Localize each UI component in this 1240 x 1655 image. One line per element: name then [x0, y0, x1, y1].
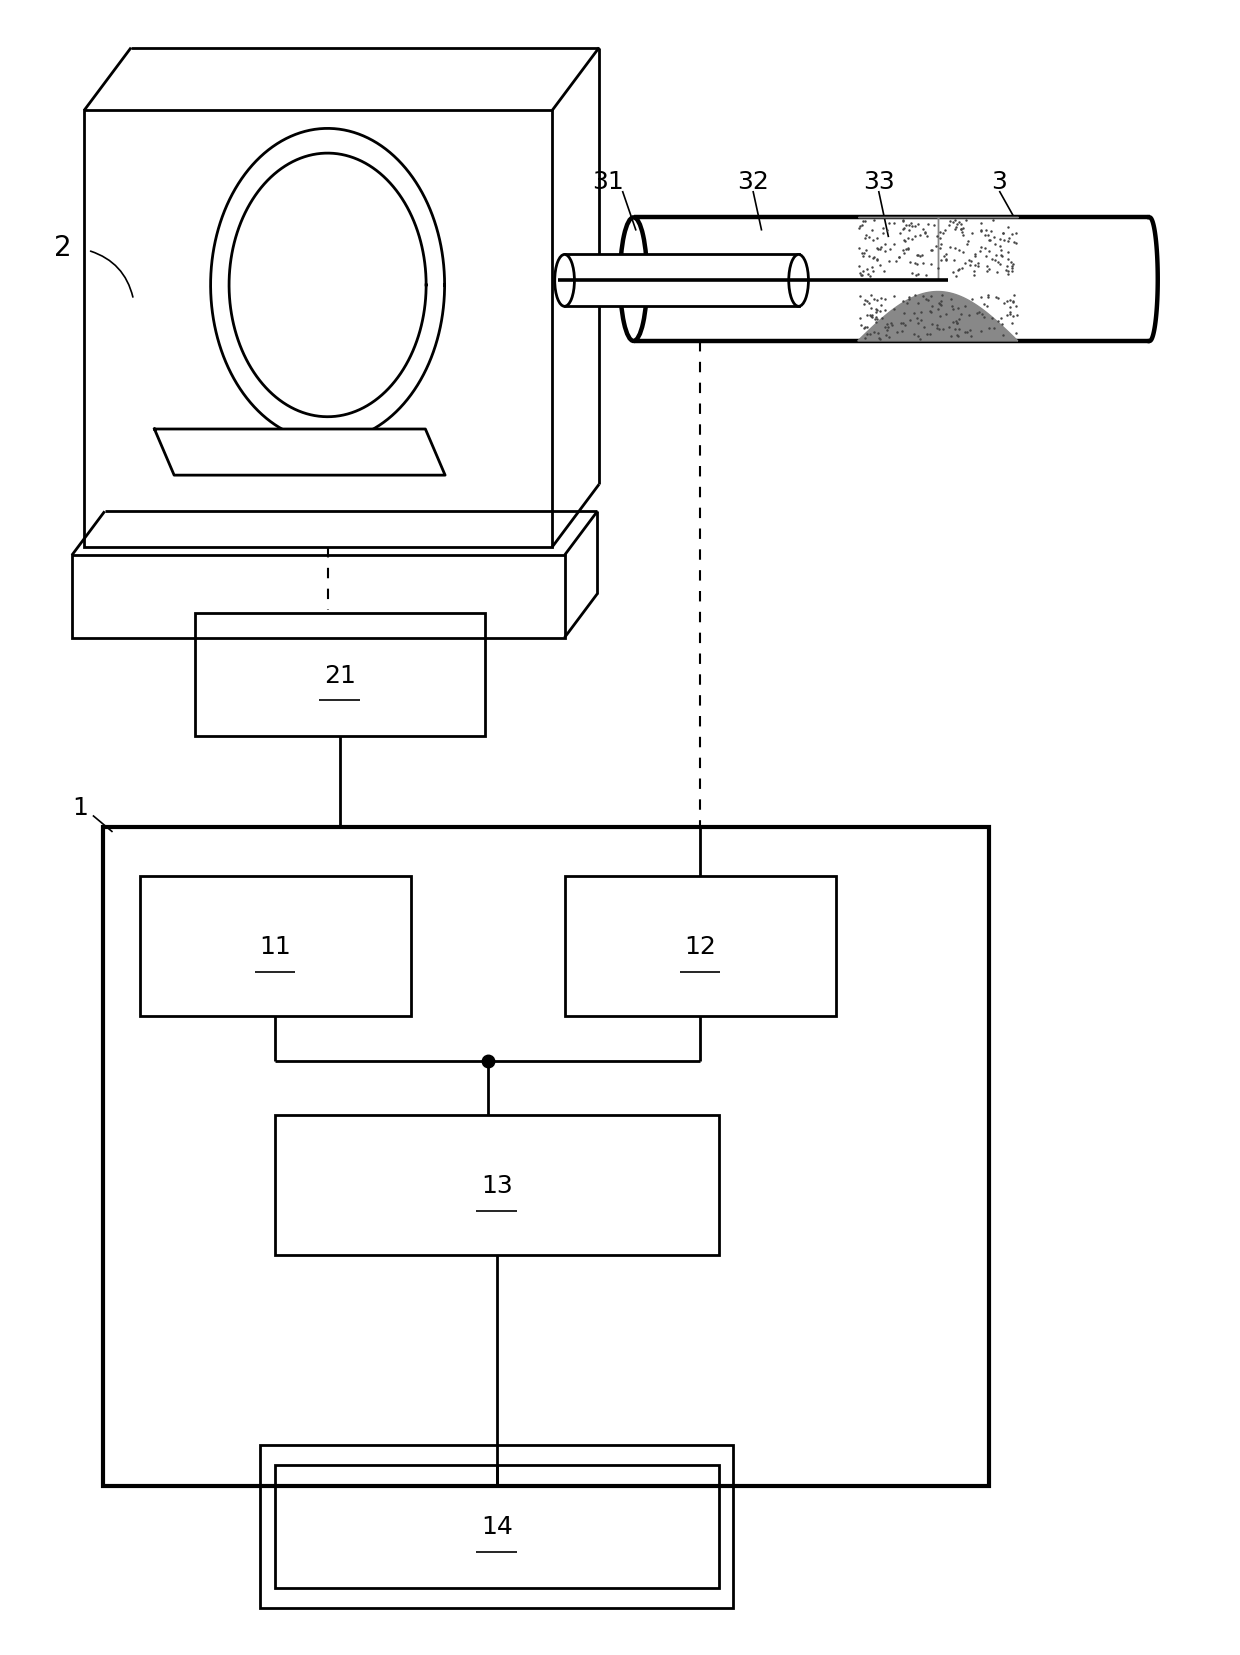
Text: 13: 13 — [481, 1173, 512, 1198]
Text: 32: 32 — [737, 170, 769, 194]
Text: 1: 1 — [73, 796, 88, 819]
Bar — [564, 877, 836, 1016]
Text: 31: 31 — [591, 170, 624, 194]
Ellipse shape — [789, 255, 808, 308]
Bar — [564, 255, 799, 308]
Bar — [275, 1115, 718, 1256]
Bar — [103, 828, 990, 1486]
Bar — [140, 877, 410, 1016]
Polygon shape — [858, 218, 1018, 281]
Ellipse shape — [554, 255, 574, 308]
Bar — [84, 111, 552, 548]
Text: 14: 14 — [481, 1514, 513, 1539]
Text: 2: 2 — [55, 233, 72, 261]
Text: 33: 33 — [863, 170, 894, 194]
Text: 12: 12 — [684, 935, 715, 958]
Bar — [195, 614, 485, 736]
Polygon shape — [155, 430, 445, 477]
Bar — [275, 1465, 718, 1589]
Text: 3: 3 — [992, 170, 1007, 194]
Polygon shape — [858, 293, 1018, 341]
Text: 21: 21 — [324, 664, 356, 687]
Bar — [72, 556, 564, 639]
Bar — [260, 1445, 733, 1609]
Text: 11: 11 — [259, 935, 291, 958]
